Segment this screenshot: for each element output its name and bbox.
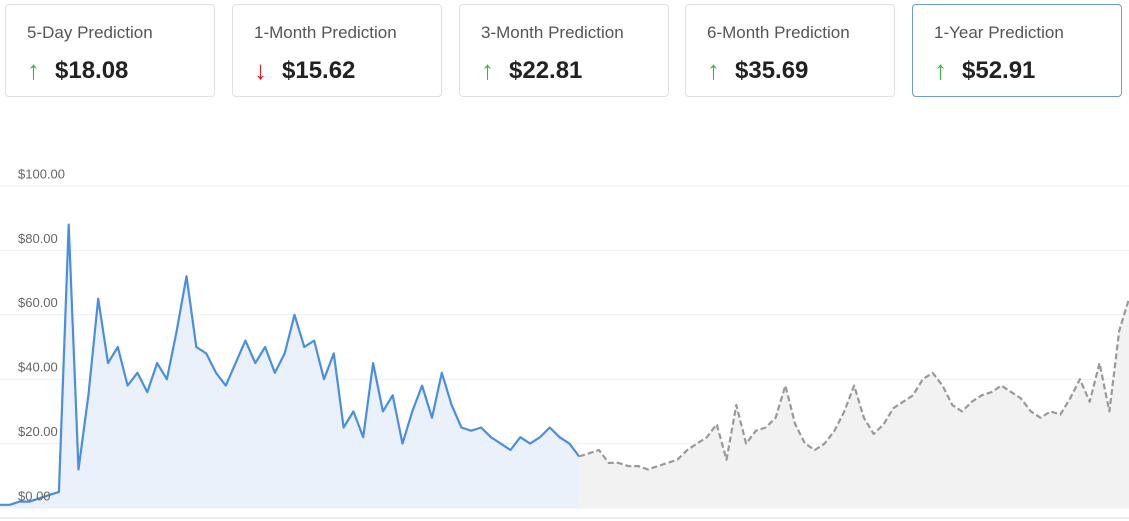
y-tick-label: $80.00 <box>18 231 58 246</box>
direction-arrow: ↑ <box>27 55 40 85</box>
card-label: 1-Month Prediction <box>254 23 397 42</box>
card-value: $22.81 <box>509 56 583 84</box>
card-label: 1-Year Prediction <box>934 23 1064 42</box>
y-tick-label: $60.00 <box>18 295 58 310</box>
prediction-card[interactable]: 1-Year Prediction ↑ $52.91 <box>912 4 1122 97</box>
y-tick-label: $100.00 <box>18 166 65 181</box>
y-tick-label: $0.00 <box>18 488 51 503</box>
y-tick-label: $40.00 <box>18 360 58 375</box>
card-value: $35.69 <box>735 56 809 84</box>
direction-arrow: ↑ <box>707 55 720 85</box>
prediction-card[interactable]: 3-Month Prediction ↑ $22.81 <box>459 4 669 97</box>
card-label: 5-Day Prediction <box>27 23 153 42</box>
card-row: ↑ $52.91 <box>934 55 1035 86</box>
line <box>578 298 1129 471</box>
card-row: ↓ $15.62 <box>254 55 355 86</box>
card-row: ↑ $22.81 <box>481 55 582 86</box>
direction-arrow: ↑ <box>934 55 947 85</box>
card-label: 3-Month Prediction <box>481 23 624 42</box>
prediction-card[interactable]: 5-Day Prediction ↑ $18.08 <box>5 4 215 97</box>
prediction-card[interactable]: 6-Month Prediction ↑ $35.69 <box>685 4 895 97</box>
prediction-card[interactable]: 1-Month Prediction ↓ $15.62 <box>232 4 442 97</box>
card-row: ↑ $18.08 <box>27 55 128 86</box>
card-value: $52.91 <box>962 56 1036 84</box>
y-tick-label: $20.00 <box>18 424 58 439</box>
direction-arrow: ↑ <box>481 55 494 85</box>
area-fill <box>579 298 1129 508</box>
direction-arrow: ↓ <box>254 55 267 85</box>
area-fill <box>0 224 580 508</box>
card-value: $15.62 <box>282 56 356 84</box>
card-label: 6-Month Prediction <box>707 23 850 42</box>
card-value: $18.08 <box>55 56 129 84</box>
card-row: ↑ $35.69 <box>707 55 808 86</box>
line <box>0 223 581 506</box>
